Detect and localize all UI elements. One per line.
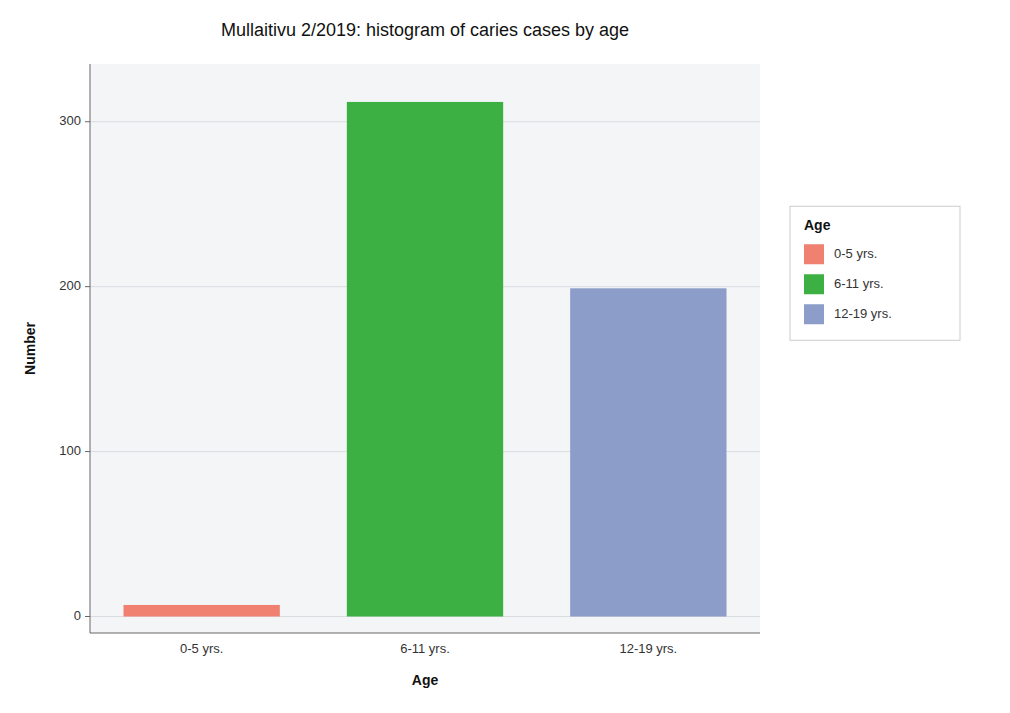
y-tick — [85, 121, 90, 122]
bar — [347, 102, 503, 617]
chart: 01002003000-5 yrs.6-11 yrs.12-19 yrs.Age… — [0, 0, 1010, 713]
legend-swatch — [804, 244, 824, 264]
bar — [570, 288, 726, 616]
y-axis-label: Number — [22, 322, 38, 375]
chart-container: 01002003000-5 yrs.6-11 yrs.12-19 yrs.Age… — [0, 0, 1010, 713]
x-axis-label: Age — [412, 672, 439, 688]
x-axis-line — [90, 633, 760, 634]
y-axis-line — [90, 64, 91, 633]
y-tick — [85, 451, 90, 452]
y-tick-label: 300 — [59, 113, 81, 128]
x-axis: 0-5 yrs. 6-11 yrs. 12-19 yrs. — [180, 641, 677, 656]
x-tick-label: 12-19 yrs. — [619, 641, 677, 656]
legend-label: 6-11 yrs. — [834, 276, 884, 291]
legend-title: Age — [804, 217, 831, 233]
bar — [124, 605, 280, 617]
bars — [124, 102, 727, 617]
x-tick-label: 6-11 yrs. — [400, 641, 450, 656]
legend-frame — [790, 206, 960, 340]
legend-label: 12-19 yrs. — [834, 306, 892, 321]
title: Mullaitivu 2/2019: histogram of caries c… — [221, 20, 629, 40]
y-tick-label: 100 — [59, 443, 81, 458]
y-tick — [85, 286, 90, 287]
legend-swatch — [804, 304, 824, 324]
y-tick-label: 200 — [59, 278, 81, 293]
legend: Age0-5 yrs. 6-11 yrs. 12-19 yrs. — [790, 206, 960, 340]
x-tick-label: 0-5 yrs. — [180, 641, 223, 656]
plot-background — [90, 64, 760, 633]
y-tick-label: 0 — [74, 608, 81, 623]
y-axis: 0 100 200 300 — [59, 64, 760, 633]
legend-swatch — [804, 274, 824, 294]
legend-label: 0-5 yrs. — [834, 246, 877, 261]
y-tick — [85, 616, 90, 617]
